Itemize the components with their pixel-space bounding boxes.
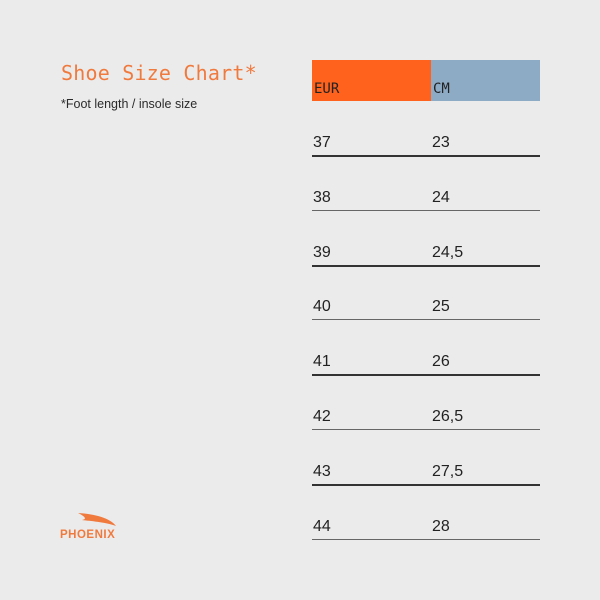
eur-cell: 39: [313, 243, 331, 261]
table-row: 39 24,5: [312, 244, 540, 266]
eur-cell: 44: [313, 517, 331, 535]
table-row: 42 26,5: [312, 408, 540, 430]
row-divider: [312, 209, 540, 211]
cm-cell: 24,5: [432, 243, 464, 261]
table-row: 41 26: [312, 353, 540, 375]
table-row: 44 28: [312, 518, 540, 540]
table-row: 40 25: [312, 298, 540, 320]
eur-cell: 38: [313, 188, 331, 206]
table-row: 43 27,5: [312, 463, 540, 485]
cm-cell: 26: [432, 353, 450, 371]
row-divider: [312, 319, 540, 321]
cm-cell: 26,5: [432, 408, 464, 425]
eur-cell: 41: [313, 353, 331, 371]
cm-cell: 27,5: [432, 462, 464, 480]
table-row: 37 23: [312, 134, 540, 156]
cm-cell: 24: [432, 188, 450, 206]
phoenix-logo: PHOENIX: [60, 529, 116, 541]
eur-cell: 40: [313, 298, 331, 316]
row-divider: [312, 429, 540, 430]
row-divider: [312, 155, 540, 157]
row-divider: [312, 374, 540, 377]
cm-cell: 23: [432, 134, 450, 151]
page-title: Shoe Size Chart*: [61, 61, 257, 85]
eur-cell: 42: [313, 408, 331, 425]
header-eur: EUR: [312, 60, 431, 101]
cm-cell: 28: [432, 517, 450, 535]
eur-cell: 43: [313, 462, 331, 480]
table-row: 38 24: [312, 189, 540, 211]
cm-cell: 25: [432, 298, 450, 316]
phoenix-logo-icon: [78, 513, 116, 526]
row-divider: [312, 264, 540, 267]
row-divider: [312, 483, 540, 486]
eur-cell: 37: [313, 134, 331, 151]
row-divider: [312, 538, 540, 540]
header-cm: CM: [431, 60, 540, 101]
subtitle: *Foot length / insole size: [61, 97, 198, 111]
